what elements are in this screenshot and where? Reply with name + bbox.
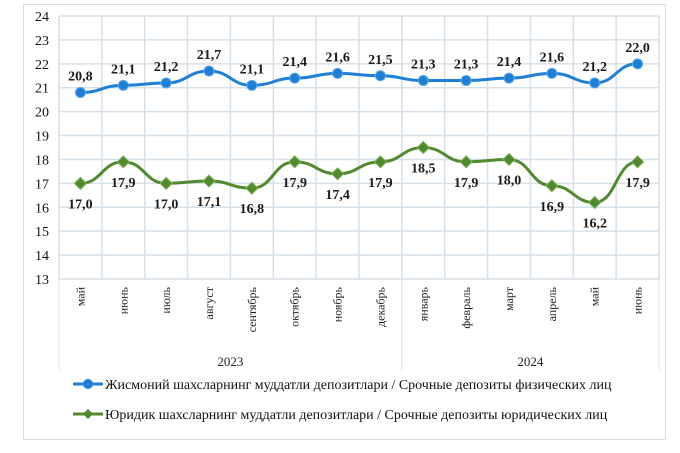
data-label: 17,9 <box>625 176 650 191</box>
y-tick-label: 21 <box>35 82 49 97</box>
data-point-circle <box>160 77 172 89</box>
data-point-diamond <box>245 181 259 195</box>
data-label: 21,3 <box>411 58 436 73</box>
legend-marker-circle <box>83 379 93 389</box>
data-label: 21,5 <box>368 53 393 68</box>
x-tick-label: август <box>202 286 216 319</box>
data-point-diamond <box>459 155 473 169</box>
data-point-diamond <box>116 155 130 169</box>
data-point-circle <box>460 75 472 87</box>
data-point-circle <box>74 87 86 99</box>
data-label: 21,4 <box>282 55 307 70</box>
x-tick-label: январь <box>416 286 430 321</box>
data-label: 21,2 <box>154 60 179 75</box>
data-label: 21,1 <box>240 62 265 77</box>
data-label: 16,2 <box>582 216 607 231</box>
data-label: 18,5 <box>411 162 436 177</box>
data-label: 17,9 <box>111 176 136 191</box>
data-point-circle <box>117 79 129 91</box>
data-point-circle <box>546 67 558 79</box>
x-tick-label: сентябрь <box>245 286 259 332</box>
y-tick-label: 22 <box>35 58 49 73</box>
data-label: 17,0 <box>68 197 93 212</box>
x-tick-label: июль <box>159 286 173 313</box>
data-label: 21,4 <box>497 55 522 70</box>
year-group-label: 2023 <box>217 354 243 369</box>
legend-entry: Жисмоний шахсларнинг муддатли депозитлар… <box>105 378 612 393</box>
x-tick-label: июнь <box>116 286 130 314</box>
y-tick-label: 13 <box>35 273 49 288</box>
data-point-diamond <box>288 155 302 169</box>
data-point-diamond <box>373 155 388 169</box>
x-tick-label: май <box>588 286 602 306</box>
data-point-circle <box>289 72 301 84</box>
x-tick-label: май <box>73 286 87 306</box>
chart-frame <box>23 4 666 440</box>
data-point-diamond <box>630 155 645 169</box>
data-point-diamond <box>545 179 559 193</box>
data-point-circle <box>203 65 215 77</box>
data-label: 17,9 <box>282 176 307 191</box>
data-label: 21,1 <box>111 62 136 77</box>
data-label: 21,2 <box>582 60 607 75</box>
data-label: 17,9 <box>368 176 393 191</box>
data-point-diamond <box>416 140 430 155</box>
x-tick-label: октябрь <box>288 286 302 326</box>
data-label: 17,1 <box>197 195 222 210</box>
data-point-circle <box>246 79 258 91</box>
data-label: 18,0 <box>497 173 522 188</box>
x-tick-label: апрель <box>545 286 559 321</box>
data-label: 16,8 <box>240 202 265 217</box>
y-tick-label: 20 <box>35 106 49 121</box>
data-label: 21,7 <box>197 48 222 63</box>
data-point-diamond <box>73 176 88 191</box>
data-point-diamond <box>502 152 516 167</box>
data-point-circle <box>589 77 601 89</box>
data-label: 20,8 <box>68 70 93 85</box>
y-tick-label: 16 <box>35 201 49 216</box>
data-label: 17,9 <box>454 176 479 191</box>
data-point-diamond <box>588 195 602 210</box>
year-group-label: 2024 <box>517 354 544 369</box>
x-tick-label: март <box>502 286 516 311</box>
data-point-diamond <box>202 174 216 188</box>
y-tick-label: 15 <box>35 225 49 240</box>
y-tick-label: 23 <box>35 34 49 49</box>
data-label: 17,0 <box>154 197 179 212</box>
data-point-circle <box>374 70 386 82</box>
data-label: 21,6 <box>540 50 565 65</box>
data-label: 22,0 <box>625 41 650 56</box>
y-tick-label: 24 <box>35 10 49 25</box>
data-label: 17,4 <box>325 188 350 203</box>
x-tick-label: июнь <box>631 286 645 314</box>
y-tick-label: 17 <box>35 177 49 192</box>
data-point-circle <box>632 58 644 70</box>
y-tick-label: 18 <box>35 153 49 168</box>
legend-entry: Юридик шахсларнинг муддатли депозитлари … <box>105 408 608 423</box>
legend-marker-diamond <box>83 409 93 419</box>
x-tick-label: февраль <box>459 286 473 328</box>
data-label: 21,6 <box>325 50 350 65</box>
x-tick-label: ноябрь <box>331 286 345 322</box>
data-point-circle <box>332 67 344 79</box>
y-tick-label: 14 <box>35 249 49 264</box>
x-tick-label: декабрь <box>373 286 387 327</box>
y-tick-label: 19 <box>35 130 49 145</box>
data-label: 21,3 <box>454 58 479 73</box>
data-point-diamond <box>159 176 173 191</box>
data-point-circle <box>503 72 515 84</box>
data-point-circle <box>417 75 429 87</box>
data-point-diamond <box>330 167 345 181</box>
data-label: 16,9 <box>540 200 565 215</box>
